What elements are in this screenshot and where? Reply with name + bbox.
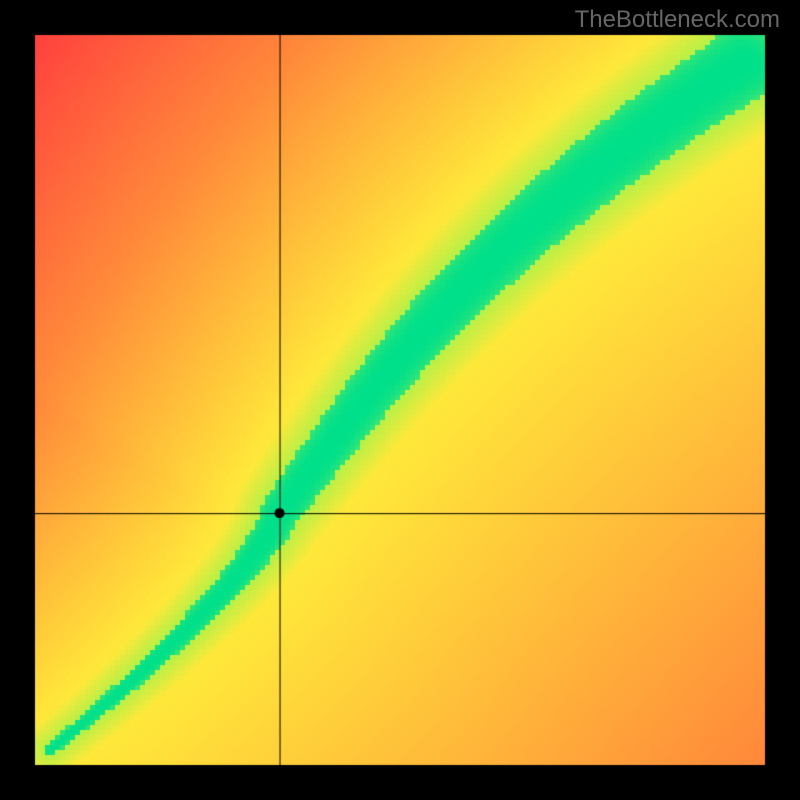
chart-container: TheBottleneck.com [0,0,800,800]
watermark-text: TheBottleneck.com [575,6,780,34]
bottleneck-heatmap [0,0,800,800]
